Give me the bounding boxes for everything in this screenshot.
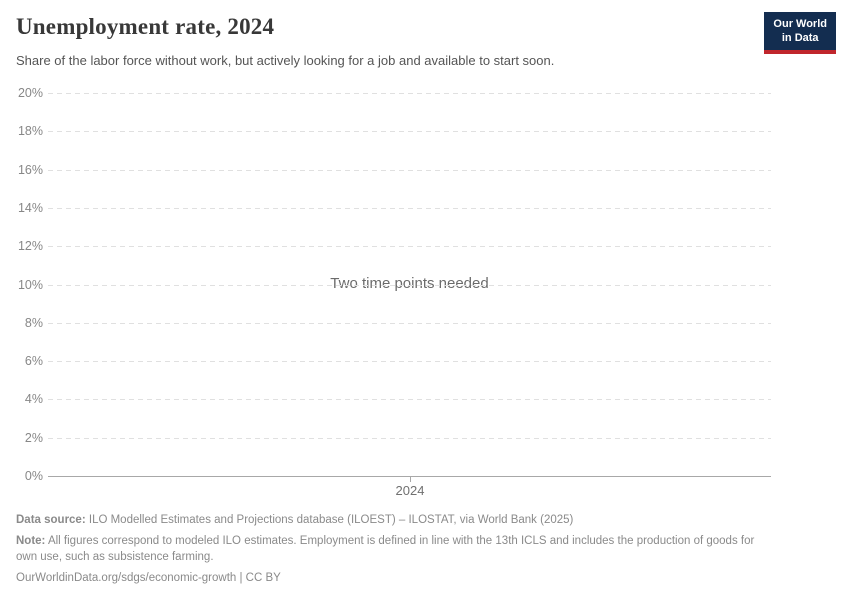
- gridline: [48, 361, 771, 363]
- gridline: [48, 131, 771, 133]
- data-source-text: ILO Modelled Estimates and Projections d…: [88, 514, 574, 526]
- y-axis-tick-label: 10%: [17, 277, 43, 292]
- y-axis-tick-label: 16%: [17, 162, 43, 177]
- y-axis-tick-label: 8%: [24, 315, 43, 330]
- gridline: [48, 399, 771, 401]
- note-text: All figures correspond to modeled ILO es…: [16, 534, 755, 564]
- note-label: Note:: [16, 534, 46, 547]
- y-axis-tick-label: 2%: [24, 430, 43, 445]
- x-axis-line: [48, 476, 771, 477]
- y-axis-tick-label: 0%: [24, 469, 43, 483]
- data-source-line: Data source: ILO Modelled Estimates and …: [16, 512, 834, 528]
- owid-logo-line1: Our World: [773, 18, 827, 30]
- x-axis-tick-mark: [410, 477, 411, 482]
- note-line: Note: All figures correspond to modeled …: [16, 533, 776, 566]
- x-axis-tick-label: 2024: [395, 483, 425, 498]
- page-subtitle: Share of the labor force without work, b…: [16, 53, 555, 68]
- gridline: [48, 169, 771, 171]
- gridline: [48, 437, 771, 439]
- gridline: [48, 246, 771, 248]
- y-axis-tick-label: 14%: [17, 200, 43, 215]
- gridline: [48, 93, 771, 94]
- owid-logo-line2: in Data: [781, 32, 819, 45]
- y-axis-tick-label: 12%: [17, 239, 43, 254]
- y-axis-tick-label: 4%: [24, 392, 43, 407]
- owid-logo[interactable]: Our World in Data: [764, 12, 836, 54]
- y-axis-tick-label: 18%: [17, 124, 43, 139]
- footer-url-line: OurWorldinData.org/sdgs/economic-growth …: [16, 570, 834, 586]
- gridline: [48, 284, 771, 286]
- gridline: [48, 207, 771, 209]
- y-axis-tick-label: 6%: [24, 354, 43, 369]
- chart-footer: Data source: ILO Modelled Estimates and …: [16, 512, 834, 591]
- empty-chart-message: Two time points needed: [330, 275, 489, 292]
- data-source-label: Data source:: [16, 514, 86, 526]
- gridline: [48, 322, 771, 324]
- footer-url[interactable]: OurWorldinData.org/sdgs/economic-growth …: [16, 571, 281, 584]
- page-title: Unemployment rate, 2024: [16, 14, 275, 39]
- y-axis-tick-label: 20%: [17, 86, 43, 100]
